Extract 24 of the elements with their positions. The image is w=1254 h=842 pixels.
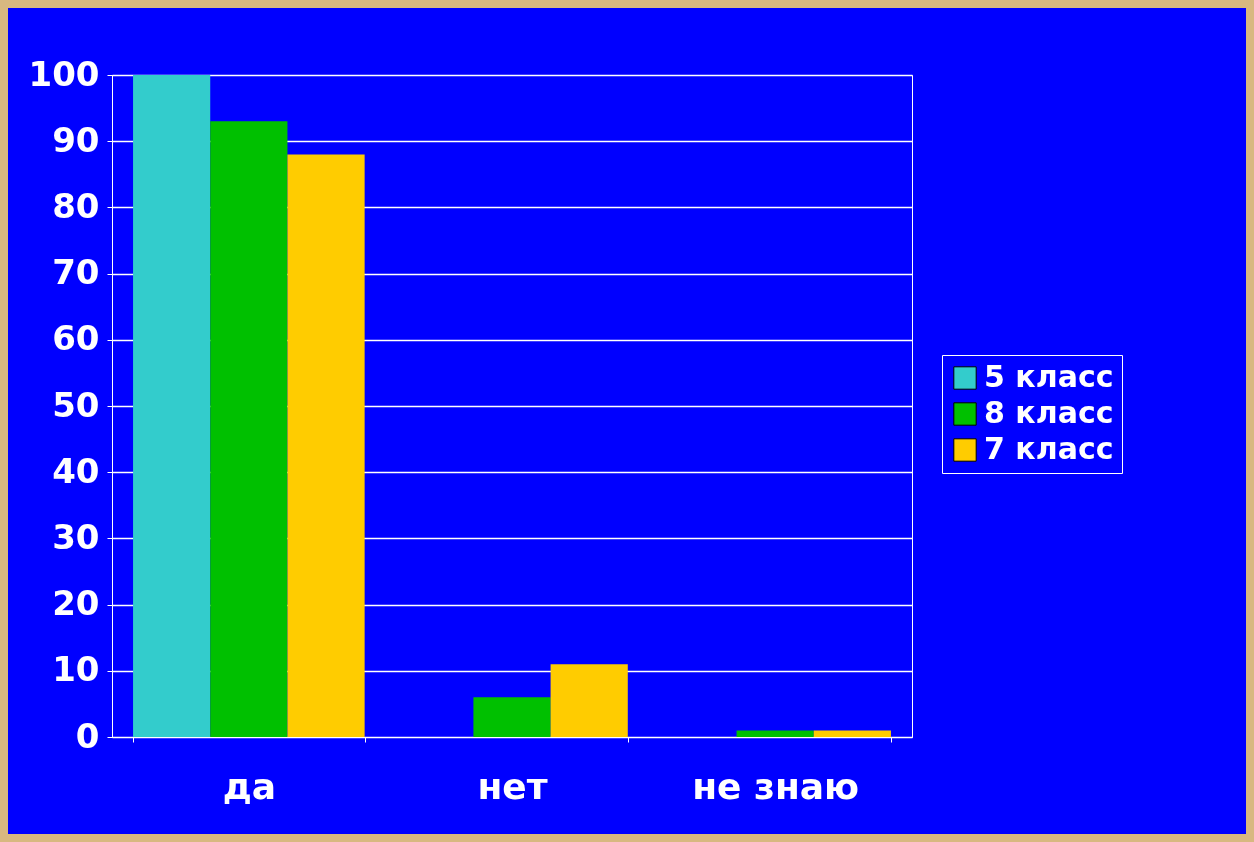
legend-label: 7 класс bbox=[984, 431, 1114, 466]
y-tick-label: 90 bbox=[52, 119, 100, 160]
bar bbox=[473, 697, 551, 737]
bar bbox=[550, 664, 628, 737]
y-tick-label: 0 bbox=[75, 715, 100, 756]
bar bbox=[133, 75, 211, 737]
bar bbox=[813, 730, 891, 737]
legend-label: 8 класс bbox=[984, 395, 1114, 430]
y-tick-label: 40 bbox=[52, 450, 100, 491]
bar bbox=[210, 121, 288, 737]
y-tick-label: 70 bbox=[52, 252, 100, 293]
x-tick-label: да bbox=[222, 765, 277, 807]
y-tick-label: 80 bbox=[52, 185, 100, 226]
legend-label: 5 класс bbox=[984, 359, 1114, 394]
bar bbox=[287, 154, 365, 737]
y-tick-label: 30 bbox=[52, 516, 100, 557]
x-tick-label: нет bbox=[477, 765, 548, 807]
y-tick-label: 10 bbox=[52, 649, 100, 690]
y-tick-label: 50 bbox=[52, 384, 100, 425]
bar bbox=[736, 730, 814, 737]
y-tick-label: 20 bbox=[52, 583, 100, 624]
y-tick-label: 100 bbox=[28, 53, 100, 94]
y-tick-label: 60 bbox=[52, 318, 100, 359]
x-tick-label: не знаю bbox=[692, 765, 860, 807]
